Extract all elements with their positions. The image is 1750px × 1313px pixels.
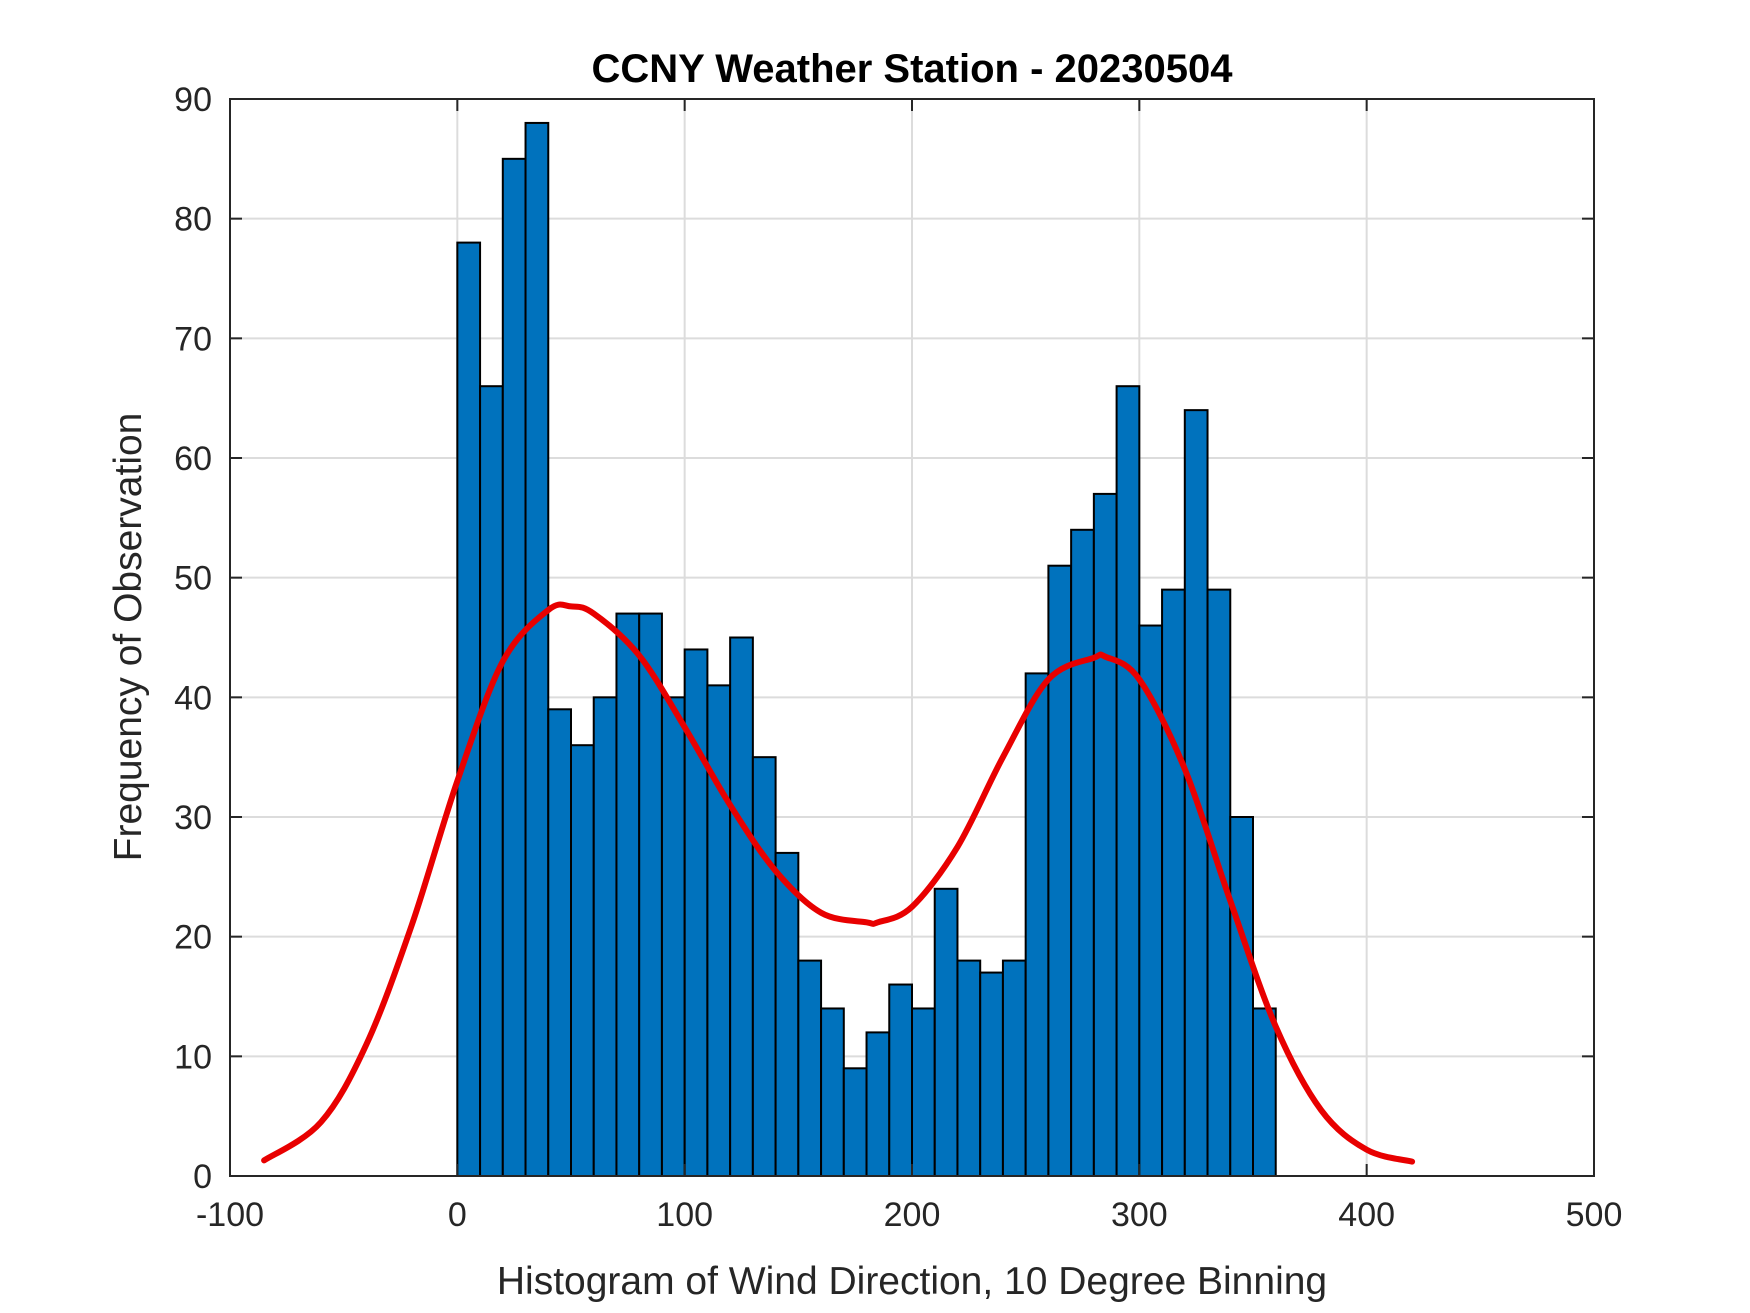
histogram-bar [524, 121, 550, 1177]
x-tick-label: 0 [448, 1196, 467, 1234]
x-tick-label: 400 [1338, 1196, 1395, 1234]
histogram-bar [1115, 385, 1141, 1177]
histogram-bar [638, 612, 663, 1177]
x-tick-labels: -100 0 100 200 300 400 500 [196, 1196, 1622, 1234]
histogram-bars [456, 121, 1277, 1178]
histogram-bar [1024, 672, 1050, 1178]
histogram-bar [1252, 1007, 1277, 1178]
histogram-bar [751, 756, 777, 1178]
histogram-bar [933, 887, 959, 1177]
histogram-bar [774, 851, 800, 1178]
x-tick-label: 500 [1566, 1196, 1623, 1234]
histogram-bar [660, 696, 686, 1177]
y-axis-label: Frequency of Observation [107, 413, 150, 862]
histogram-bar [706, 684, 732, 1177]
x-tick-label: -100 [196, 1196, 264, 1234]
histogram-bar [888, 983, 913, 1177]
histogram-bar [570, 744, 595, 1177]
histogram-bar [956, 959, 982, 1177]
histogram-bar [1161, 588, 1186, 1177]
histogram-bar [1070, 528, 1095, 1177]
histogram-bar [547, 708, 572, 1177]
histogram-bar [615, 612, 641, 1177]
histogram-bar [592, 696, 618, 1177]
histogram-bar [979, 971, 1004, 1177]
y-tick-label: 30 [174, 799, 212, 837]
x-tick-label: 200 [884, 1196, 941, 1234]
y-tick-label: 60 [174, 440, 212, 478]
y-tick-label: 70 [174, 320, 212, 358]
y-tick-labels: 0 10 20 30 40 50 60 70 80 90 [174, 81, 212, 1196]
y-tick-label: 40 [174, 679, 212, 717]
axis-ticks [229, 98, 1595, 1177]
histogram-bar [1229, 816, 1255, 1177]
y-tick-label: 80 [174, 201, 212, 239]
y-tick-label: 90 [174, 81, 212, 119]
chart-title: CCNY Weather Station - 20230504 [592, 47, 1234, 91]
y-tick-label: 10 [174, 1038, 212, 1076]
histogram-bar [911, 1007, 936, 1178]
y-tick-label: 50 [174, 560, 212, 598]
histogram-bar [1047, 564, 1073, 1177]
histogram-bar [842, 1067, 868, 1178]
histogram-bar [865, 1031, 891, 1178]
histogram-bar [820, 1007, 845, 1178]
histogram-bar [456, 241, 482, 1178]
histogram-bar [501, 157, 527, 1178]
histogram-bar [1092, 492, 1118, 1177]
x-tick-label: 100 [656, 1196, 713, 1234]
histogram-bar [797, 959, 823, 1177]
x-tick-label: 300 [1111, 1196, 1168, 1234]
histogram-bar [1001, 959, 1027, 1177]
x-axis-label: Histogram of Wind Direction, 10 Degree B… [497, 1260, 1327, 1303]
y-tick-label: 0 [193, 1158, 212, 1196]
histogram-bar [479, 385, 504, 1177]
y-tick-label: 20 [174, 919, 212, 957]
histogram-bar [729, 636, 754, 1177]
fit-curve [261, 601, 1416, 1165]
